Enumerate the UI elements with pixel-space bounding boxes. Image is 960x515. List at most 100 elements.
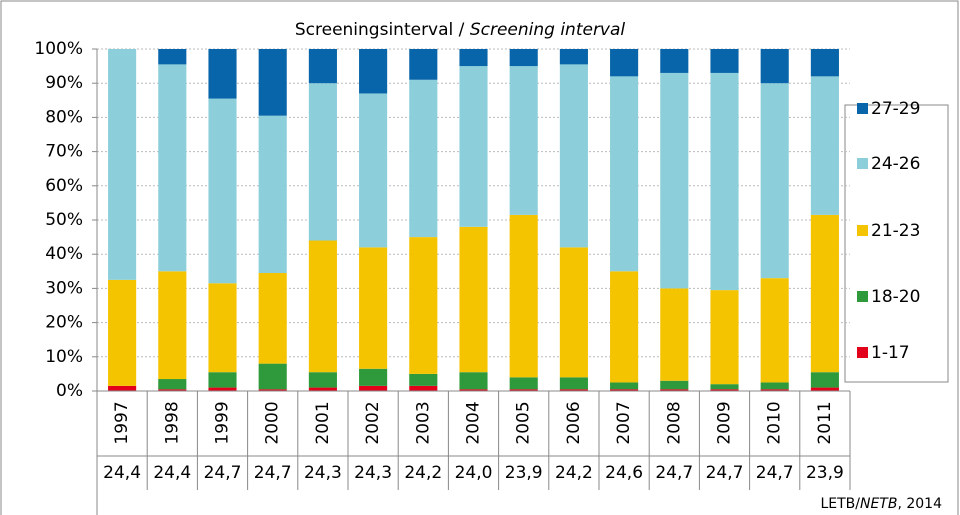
bar-segment xyxy=(359,247,388,369)
x-tick-label: 1998 xyxy=(162,401,182,444)
bar-segment xyxy=(459,226,488,373)
legend-swatch xyxy=(857,347,868,358)
x-tick-label: 1999 xyxy=(213,401,233,444)
bar-segment xyxy=(359,49,388,94)
average-label: 23,9 xyxy=(806,463,844,483)
bar-segment xyxy=(459,49,488,67)
bar-segment xyxy=(258,273,287,364)
x-tick-label: 2000 xyxy=(263,401,283,444)
legend-label: 18-20 xyxy=(871,287,920,307)
bar-segment xyxy=(810,49,839,77)
y-tick-label: 20% xyxy=(45,313,83,333)
x-tick-label: 2003 xyxy=(413,401,433,444)
bar-segment xyxy=(308,240,337,373)
average-label: 24,3 xyxy=(304,463,342,483)
source-part: LETB/ xyxy=(820,496,860,512)
bar-segment xyxy=(158,49,187,65)
x-tick-label: 2002 xyxy=(363,401,383,444)
bar-segment xyxy=(108,49,137,280)
bar-segment xyxy=(559,64,588,248)
bar-segment xyxy=(158,389,187,391)
bar-segment xyxy=(258,115,287,274)
bar-segment xyxy=(610,271,639,383)
bar-segment xyxy=(509,389,538,391)
legend-swatch xyxy=(857,158,868,169)
bar-segment xyxy=(610,49,639,77)
bar-segment xyxy=(208,372,237,388)
legend-box xyxy=(844,104,949,383)
x-tick-label: 2009 xyxy=(715,401,735,444)
bar-segment xyxy=(158,64,187,272)
bar-segment xyxy=(258,363,287,390)
bar-segment xyxy=(158,379,187,390)
bar-segment xyxy=(459,389,488,391)
y-tick-label: 60% xyxy=(45,176,83,196)
average-label: 24,4 xyxy=(153,463,191,483)
bar-segment xyxy=(810,214,839,373)
x-tick-label: 2008 xyxy=(664,401,684,444)
bar-segment xyxy=(760,382,789,390)
bar-segment xyxy=(559,377,588,390)
legend-label: 24-26 xyxy=(871,154,920,174)
average-label: 24,4 xyxy=(103,463,141,483)
bar-segment xyxy=(810,372,839,388)
average-label: 24,2 xyxy=(404,463,442,483)
title-en: Screening interval xyxy=(470,20,626,40)
x-tick-label: 2011 xyxy=(815,401,835,444)
bar-segment xyxy=(760,49,789,84)
bar-segment xyxy=(158,271,187,380)
average-label: 24,3 xyxy=(354,463,392,483)
bar-segment xyxy=(409,237,438,374)
bar-segment xyxy=(208,98,237,284)
bar-segment xyxy=(409,373,438,386)
bar-segment xyxy=(208,283,237,373)
y-tick-label: 100% xyxy=(34,39,83,59)
legend-swatch xyxy=(857,103,868,114)
bar-segment xyxy=(760,278,789,383)
bar-segment xyxy=(660,380,689,390)
bar-segment xyxy=(660,389,689,391)
bar-segment xyxy=(610,76,639,272)
bar-segment xyxy=(308,372,337,388)
bar-segment xyxy=(208,49,237,99)
y-tick-label: 30% xyxy=(45,278,83,298)
average-label: 23,9 xyxy=(505,463,543,483)
average-label: 24,7 xyxy=(254,463,292,483)
bar-segment xyxy=(108,279,137,386)
bar-segment xyxy=(509,49,538,67)
average-label: 24,6 xyxy=(605,463,643,483)
bar-segment xyxy=(509,377,538,390)
bar-segment xyxy=(710,290,739,385)
bar-segment xyxy=(459,372,488,390)
y-tick-label: 10% xyxy=(45,347,83,367)
bar-segment xyxy=(409,79,438,238)
bar-segment xyxy=(760,389,789,391)
y-tick-label: 40% xyxy=(45,244,83,264)
bar-segment xyxy=(208,387,237,391)
average-label: 24,7 xyxy=(706,463,744,483)
x-tick-label: 2001 xyxy=(313,401,333,444)
bar-segment xyxy=(308,83,337,241)
x-tick-label: 2006 xyxy=(564,401,584,444)
x-tick-label: 2007 xyxy=(614,401,634,444)
x-tick-label: 2010 xyxy=(765,401,785,444)
title-nl: Screeningsinterval / xyxy=(295,20,470,40)
x-tick-label: 1997 xyxy=(112,401,132,444)
average-label: 24,7 xyxy=(204,463,242,483)
bar-segment xyxy=(710,384,739,390)
y-tick-label: 70% xyxy=(45,142,83,162)
average-label: 24,7 xyxy=(756,463,794,483)
legend-label: 27-29 xyxy=(871,99,920,119)
bar-segment xyxy=(308,387,337,391)
legend-label: 21-23 xyxy=(871,221,920,241)
bar-segment xyxy=(509,66,538,215)
bar-segment xyxy=(258,389,287,391)
y-tick-label: 0% xyxy=(56,381,83,401)
bar-segment xyxy=(710,389,739,391)
bar-segment xyxy=(810,387,839,391)
y-tick-label: 80% xyxy=(45,107,83,127)
bar-segment xyxy=(258,49,287,116)
y-tick-label: 90% xyxy=(45,73,83,93)
bar-segment xyxy=(108,385,137,391)
